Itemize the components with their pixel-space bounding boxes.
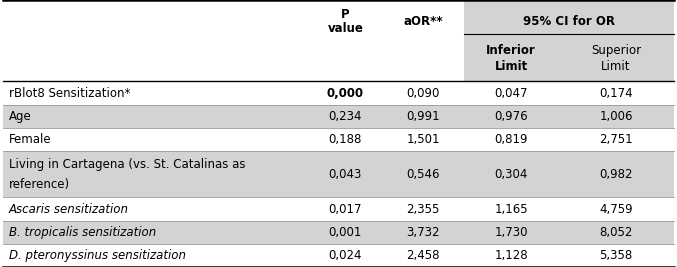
Text: value: value — [328, 22, 363, 35]
Text: 5,358: 5,358 — [599, 249, 633, 262]
Text: reference): reference) — [9, 178, 70, 191]
Text: 95% CI for OR: 95% CI for OR — [523, 15, 615, 28]
Text: 8,052: 8,052 — [599, 226, 633, 239]
Text: 0,090: 0,090 — [406, 87, 440, 100]
Text: 0,304: 0,304 — [494, 168, 528, 181]
Text: 2,458: 2,458 — [406, 249, 440, 262]
Text: 0,234: 0,234 — [328, 110, 362, 123]
Text: 0,188: 0,188 — [328, 133, 362, 146]
Bar — [3, 221, 674, 244]
Text: 0,982: 0,982 — [599, 168, 633, 181]
Text: 1,006: 1,006 — [599, 110, 633, 123]
Text: Age: Age — [9, 110, 32, 123]
Bar — [3, 105, 674, 128]
Text: Ascaris sensitization: Ascaris sensitization — [9, 202, 129, 215]
Text: aOR**: aOR** — [403, 15, 443, 28]
Text: 0,976: 0,976 — [494, 110, 528, 123]
Text: Inferior: Inferior — [486, 44, 536, 57]
Text: 0,024: 0,024 — [328, 249, 362, 262]
Text: 4,759: 4,759 — [599, 202, 633, 215]
Text: 1,165: 1,165 — [494, 202, 528, 215]
Text: 0,174: 0,174 — [599, 87, 633, 100]
Text: 0,819: 0,819 — [494, 133, 528, 146]
Text: 0,017: 0,017 — [328, 202, 362, 215]
Text: 0,043: 0,043 — [328, 168, 362, 181]
Text: rBlot8 Sensitization*: rBlot8 Sensitization* — [9, 87, 130, 100]
Text: 0,546: 0,546 — [406, 168, 440, 181]
Text: 3,732: 3,732 — [406, 226, 440, 239]
Text: Limit: Limit — [494, 60, 528, 73]
Text: 2,355: 2,355 — [406, 202, 440, 215]
Text: Limit: Limit — [601, 60, 631, 73]
Text: 1,128: 1,128 — [494, 249, 528, 262]
Text: 0,047: 0,047 — [494, 87, 528, 100]
Text: 0,000: 0,000 — [327, 87, 364, 100]
Bar — [3, 151, 674, 197]
Text: 1,730: 1,730 — [494, 226, 528, 239]
Text: 0,991: 0,991 — [406, 110, 440, 123]
Text: 1,501: 1,501 — [406, 133, 440, 146]
Text: 2,751: 2,751 — [599, 133, 633, 146]
Text: P: P — [341, 8, 349, 21]
Text: Living in Cartagena (vs. St. Catalinas as: Living in Cartagena (vs. St. Catalinas a… — [9, 158, 245, 171]
Text: 0,001: 0,001 — [328, 226, 362, 239]
Bar — [464, 0, 674, 81]
Text: D. pteronyssinus sensitization: D. pteronyssinus sensitization — [9, 249, 185, 262]
Text: B. tropicalis sensitization: B. tropicalis sensitization — [9, 226, 156, 239]
Text: Superior: Superior — [591, 44, 641, 57]
Text: Female: Female — [9, 133, 51, 146]
